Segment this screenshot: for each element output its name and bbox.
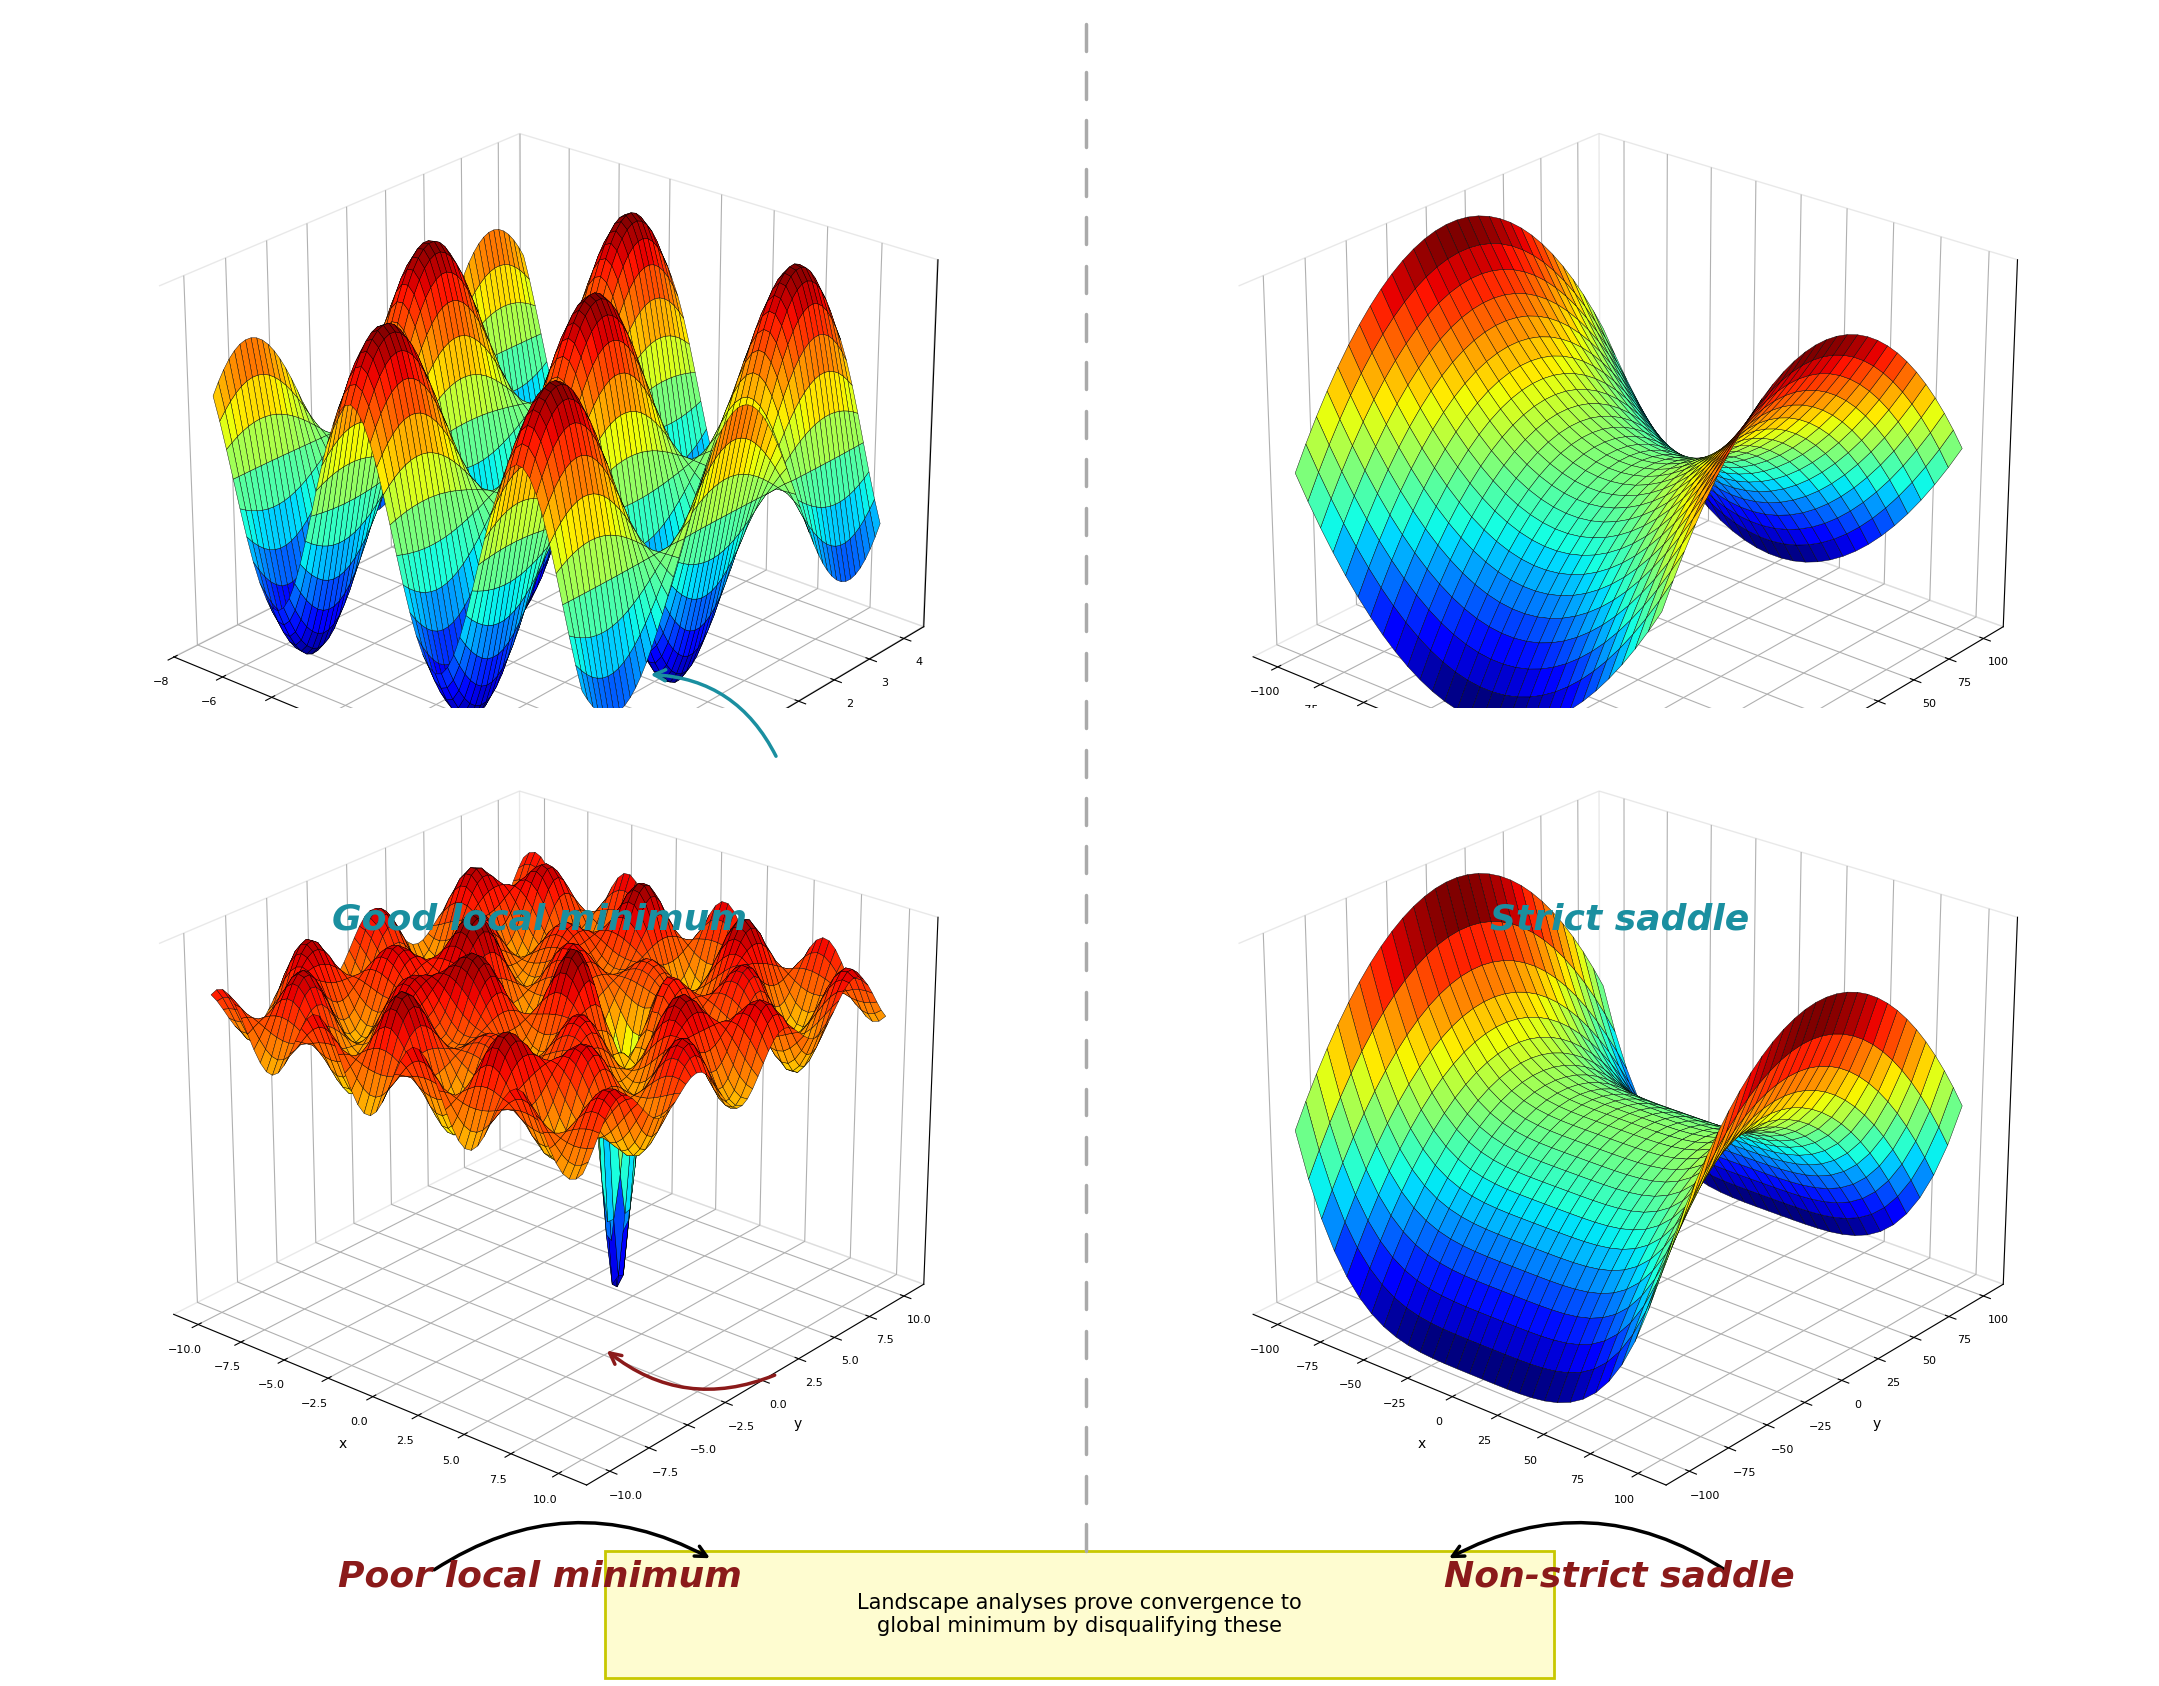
Text: Poor local minimum: Poor local minimum <box>337 1560 743 1593</box>
X-axis label: x: x <box>1418 779 1427 792</box>
X-axis label: x: x <box>1418 1436 1427 1450</box>
Text: Landscape analyses prove convergence to
global minimum by disqualifying these: Landscape analyses prove convergence to … <box>857 1593 1302 1635</box>
Y-axis label: y: y <box>1874 760 1880 774</box>
X-axis label: x: x <box>339 1436 348 1450</box>
X-axis label: x: x <box>339 779 348 792</box>
Text: Good local minimum: Good local minimum <box>332 902 747 936</box>
Text: Strict saddle: Strict saddle <box>1490 902 1749 936</box>
FancyBboxPatch shape <box>605 1551 1554 1678</box>
Y-axis label: y: y <box>795 1418 801 1431</box>
Text: Non-strict saddle: Non-strict saddle <box>1444 1560 1794 1593</box>
Y-axis label: y: y <box>1874 1418 1880 1431</box>
Y-axis label: y: y <box>795 760 801 774</box>
